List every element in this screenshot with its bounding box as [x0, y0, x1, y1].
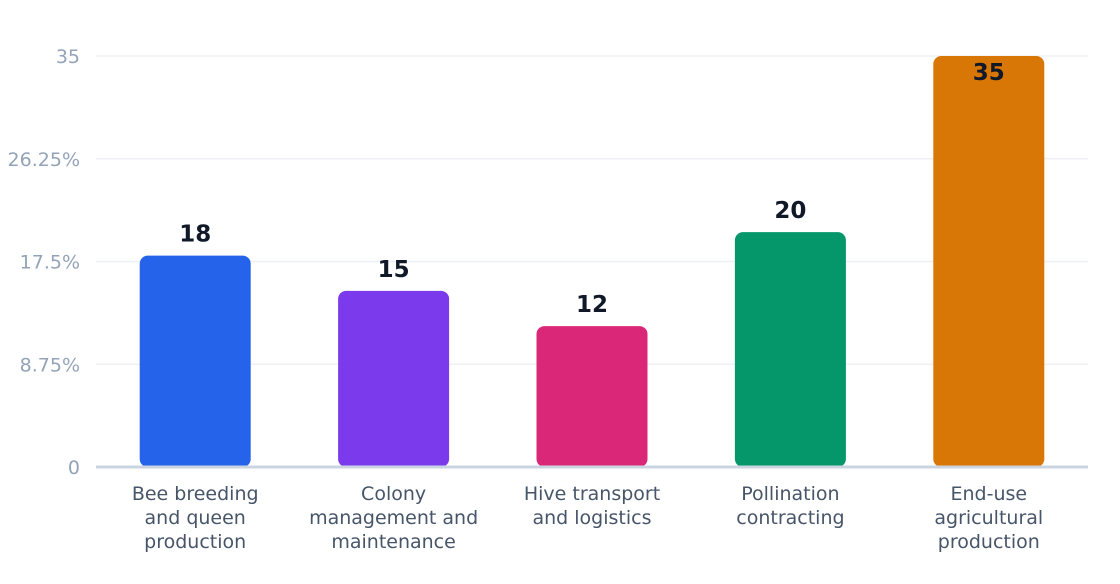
- bar: [139, 255, 251, 467]
- x-category-label-line: and queen: [145, 507, 246, 529]
- x-category-label-line: management and: [309, 507, 478, 529]
- x-category-label-line: production: [938, 531, 1040, 553]
- x-category-label-line: and logistics: [532, 507, 651, 529]
- bar-value-label: 12: [576, 292, 608, 318]
- y-tick-label: 17.5%: [20, 252, 80, 274]
- bar: [734, 232, 846, 467]
- bar-value-label: 20: [774, 198, 806, 224]
- y-tick-label: 0: [68, 457, 80, 479]
- bar: [338, 290, 450, 467]
- x-category-label-line: Colony: [361, 483, 426, 505]
- x-category-label-line: Pollination: [741, 483, 839, 505]
- y-tick-label: 8.75%: [20, 354, 80, 376]
- bar-value-label: 15: [378, 257, 410, 283]
- x-category-label: Colony management and maintenance: [309, 483, 478, 553]
- x-category-label-line: End-use: [951, 483, 1028, 505]
- bar-value-label: 35: [973, 60, 1005, 86]
- x-category-label-line: agricultural: [934, 507, 1043, 529]
- x-category-label-line: Bee breeding: [132, 483, 259, 505]
- x-category-label-line: contracting: [736, 507, 844, 529]
- bars: [139, 56, 1045, 467]
- y-tick-label: 35: [56, 46, 80, 68]
- x-category-label-line: Hive transport: [524, 483, 660, 505]
- value-labels: 18 15 12 20 35: [179, 60, 1005, 318]
- y-axis-ticks: 0 8.75% 17.5% 26.25% 35: [8, 46, 80, 479]
- x-category-label: Hive transport and logistics: [524, 483, 660, 529]
- x-category-label: Bee breeding and queen production: [132, 483, 259, 553]
- y-tick-label: 26.25%: [8, 149, 80, 171]
- x-category-label-line: maintenance: [331, 531, 455, 553]
- x-category-label-line: production: [144, 531, 246, 553]
- x-category-label: End-use agricultural production: [934, 483, 1043, 553]
- bar: [933, 56, 1045, 467]
- x-category-label: Pollination contracting: [736, 483, 844, 529]
- bar: [536, 326, 648, 467]
- bar-value-label: 18: [179, 222, 211, 248]
